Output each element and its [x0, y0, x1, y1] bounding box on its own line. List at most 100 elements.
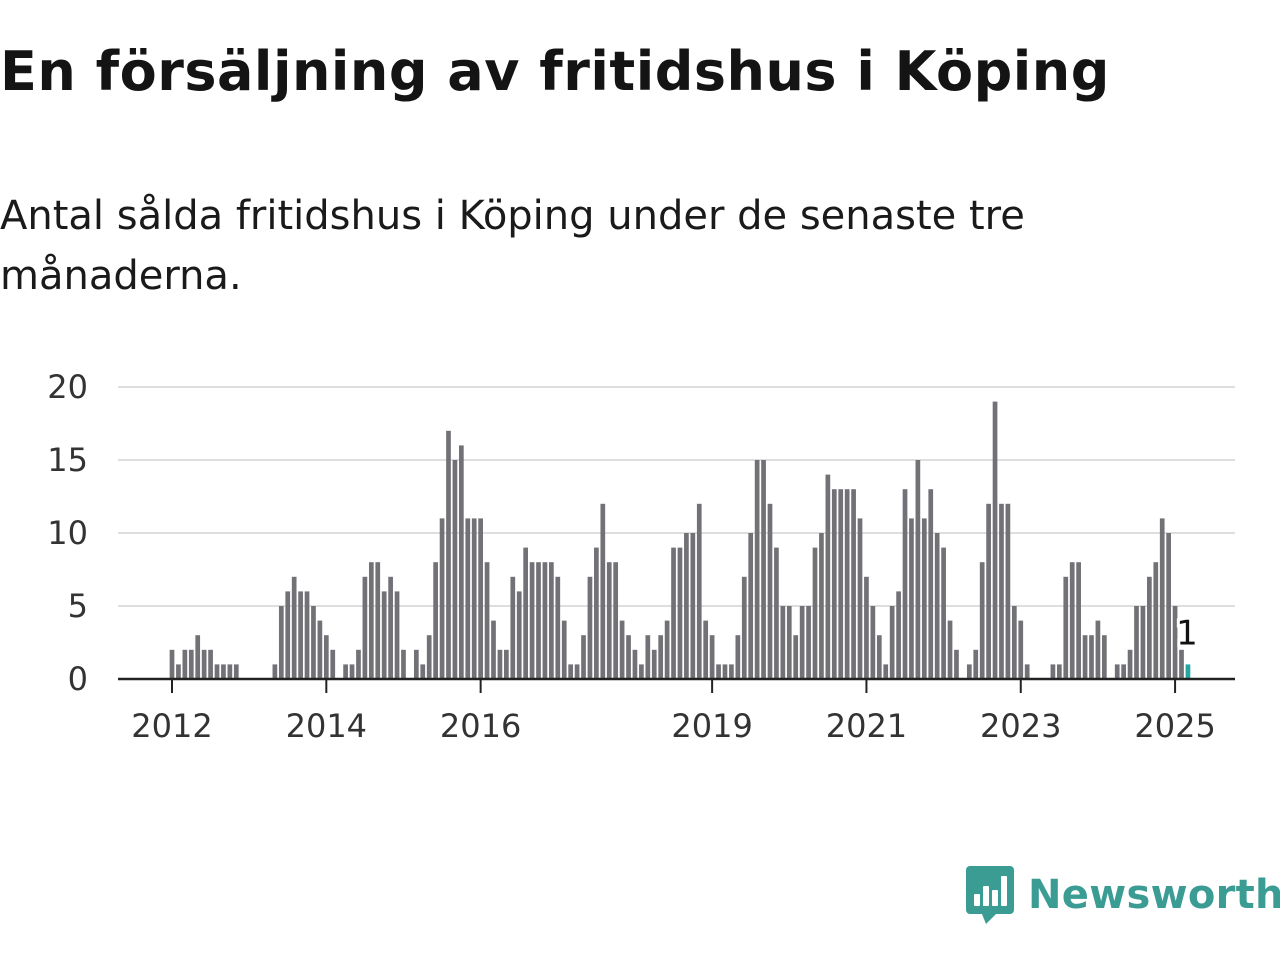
bar — [368, 562, 374, 679]
bar — [1127, 649, 1133, 679]
bar — [1172, 606, 1178, 679]
bar — [709, 635, 715, 679]
bar — [658, 635, 664, 679]
bar — [459, 445, 464, 679]
bar — [510, 576, 516, 679]
annotation-label: 1 — [1176, 613, 1198, 653]
bar — [504, 649, 509, 679]
bar — [587, 576, 593, 679]
bar — [774, 547, 779, 679]
bar — [169, 649, 175, 679]
chart-subtitle: Antal sålda fritidshus i Köping under de… — [0, 193, 1025, 299]
bar — [761, 460, 766, 679]
bar — [272, 664, 278, 679]
bar — [754, 460, 760, 679]
bar — [323, 635, 329, 679]
bar — [928, 489, 934, 679]
bar — [523, 547, 528, 679]
x-tick-label: 2025 — [1134, 707, 1215, 745]
y-axis-ticks: 0 5 10 15 20 — [47, 368, 88, 698]
bar — [632, 649, 638, 679]
bar — [626, 635, 631, 679]
bar — [1089, 635, 1094, 679]
bar — [594, 547, 599, 679]
bar — [439, 518, 445, 679]
bar — [857, 518, 863, 679]
bar — [806, 606, 811, 679]
bar — [484, 562, 490, 679]
bar — [1018, 620, 1024, 679]
bar — [426, 635, 432, 679]
bar — [413, 649, 419, 679]
bar — [812, 547, 818, 679]
logo-bar — [983, 886, 989, 906]
bar — [793, 635, 799, 679]
bar — [992, 401, 998, 679]
bar — [613, 562, 619, 679]
y-tick-label: 0 — [68, 660, 88, 698]
bar — [568, 664, 574, 679]
bar — [703, 620, 709, 679]
bar — [446, 430, 451, 679]
bar — [941, 547, 946, 679]
x-tick-label: 2023 — [980, 707, 1061, 745]
bar — [581, 635, 586, 679]
brand-name: Newsworthy — [1028, 872, 1280, 918]
bar — [831, 489, 837, 679]
bar — [555, 576, 561, 679]
bars — [169, 401, 1191, 679]
bar — [549, 562, 554, 679]
bar — [1140, 606, 1146, 679]
bar — [233, 664, 239, 679]
highlight-bar — [1185, 664, 1191, 679]
bar — [330, 649, 336, 679]
logo-bar — [1001, 876, 1007, 906]
bar-chart: 0 5 10 15 20 2012 2014 2016 2019 2021 2023 2025 1 — [47, 368, 1235, 745]
bar — [600, 503, 606, 679]
bar — [780, 606, 786, 679]
y-tick-label: 20 — [47, 368, 88, 406]
bar — [561, 620, 567, 679]
bar — [819, 533, 824, 679]
bar — [851, 489, 856, 679]
bar — [465, 518, 471, 679]
newsworthy-logo-icon — [966, 866, 1014, 924]
chart-title: En försäljning av fritidshus i Köping — [0, 40, 1110, 103]
bar — [947, 620, 953, 679]
bar — [311, 606, 316, 679]
bar — [883, 664, 889, 679]
bar — [1024, 664, 1030, 679]
bar — [214, 664, 220, 679]
bar — [349, 664, 355, 679]
y-tick-label: 15 — [47, 441, 88, 479]
bar — [722, 664, 728, 679]
bar — [767, 503, 773, 679]
bar — [748, 533, 754, 679]
bar — [889, 606, 895, 679]
bar — [317, 620, 323, 679]
logo-bar — [992, 890, 998, 906]
bar — [844, 489, 850, 679]
bar — [1166, 533, 1171, 679]
bar — [986, 503, 991, 679]
bar — [1076, 562, 1081, 679]
bar — [1153, 562, 1159, 679]
bar — [182, 649, 188, 679]
bar — [645, 635, 651, 679]
bar — [516, 591, 522, 679]
bar — [729, 664, 734, 679]
bar — [536, 562, 541, 679]
bar — [799, 606, 805, 679]
bar — [388, 576, 393, 679]
bar — [651, 649, 657, 679]
bar — [1102, 635, 1107, 679]
bar — [574, 664, 580, 679]
bar — [696, 503, 702, 679]
bar — [838, 489, 844, 679]
bar — [870, 606, 876, 679]
bar — [1050, 664, 1056, 679]
bar — [471, 518, 477, 679]
bar — [690, 533, 696, 679]
bar — [716, 664, 721, 679]
bar — [394, 591, 400, 679]
